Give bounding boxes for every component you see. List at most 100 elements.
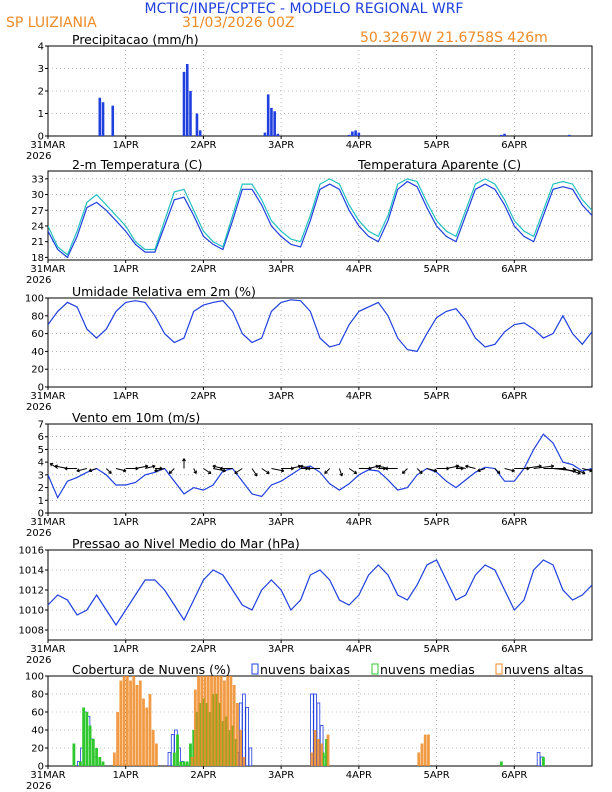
wind-vector bbox=[368, 465, 379, 469]
y-tick-label: 80 bbox=[31, 690, 44, 701]
x-tick-label: 31MAR bbox=[30, 517, 65, 528]
wind-vector bbox=[76, 468, 87, 472]
cloud-bar-nuvens-altas bbox=[236, 703, 239, 766]
cloud-bar-nuvens-baixas bbox=[536, 752, 541, 766]
wind-vector-head bbox=[168, 470, 173, 474]
precip-bar bbox=[263, 132, 267, 136]
y-tick-label: 60 bbox=[31, 329, 44, 340]
y-tick-label: 4 bbox=[38, 42, 44, 53]
wind-vector bbox=[426, 468, 437, 472]
y-tick-label: 0 bbox=[38, 132, 44, 143]
cloud-bar-nuvens-medias bbox=[192, 730, 196, 766]
cloud-bar-nuvens-medias bbox=[231, 725, 234, 766]
cloud-bar-nuvens-baixas bbox=[310, 693, 314, 766]
x-year-label: 2026 bbox=[26, 528, 51, 539]
y-tick-label: 30 bbox=[31, 190, 44, 201]
cloud-bar-nuvens-medias bbox=[176, 734, 179, 766]
series-temperature bbox=[48, 180, 592, 259]
cloud-bar-nuvens-medias bbox=[218, 703, 222, 766]
x-tick-label: 6APR bbox=[501, 644, 527, 655]
cloud-bar-nuvens-altas bbox=[125, 676, 129, 766]
y-tick-label: 24 bbox=[31, 221, 44, 232]
wind-vector-head bbox=[433, 468, 438, 473]
precip-bar bbox=[273, 111, 276, 136]
cloud-bar-nuvens-altas bbox=[190, 757, 194, 766]
y-tick-label: 2 bbox=[38, 483, 44, 494]
x-tick-label: 4APR bbox=[346, 140, 372, 151]
y-tick-label: 27 bbox=[31, 206, 44, 217]
wind-vector-head bbox=[401, 470, 406, 474]
wind-vector bbox=[416, 468, 423, 474]
wind-vector-head bbox=[477, 468, 481, 473]
cloud-bar-nuvens-medias bbox=[91, 739, 95, 766]
wind-vector-head bbox=[122, 468, 127, 473]
wind-vector-head bbox=[108, 470, 112, 474]
precip-bar bbox=[351, 131, 354, 136]
wind-vector-head bbox=[511, 468, 515, 473]
precip-bar bbox=[111, 105, 115, 136]
x-tick-label: 6APR bbox=[501, 140, 527, 151]
cloud-bar-nuvens-altas bbox=[223, 680, 226, 766]
precip-bar bbox=[503, 133, 506, 136]
wind-vector-head bbox=[577, 470, 581, 475]
x-tick-label: 3APR bbox=[268, 264, 294, 275]
x-year-label: 2026 bbox=[26, 275, 51, 286]
wind-vector-head bbox=[589, 468, 592, 473]
y-tick-label: 40 bbox=[31, 347, 44, 358]
wind-vector bbox=[135, 465, 149, 469]
legend-swatch bbox=[371, 663, 379, 675]
wind-vector-head bbox=[266, 470, 270, 474]
cloud-bar-nuvens-medias bbox=[185, 761, 189, 766]
cloud-bar-nuvens-altas bbox=[151, 730, 155, 766]
wind-vector bbox=[105, 468, 112, 474]
wind-vector bbox=[88, 468, 97, 472]
cloud-bar-nuvens-altas bbox=[239, 730, 243, 766]
cloud-bar-nuvens-altas bbox=[142, 698, 145, 766]
legend-swatch bbox=[495, 663, 503, 675]
cloud-bar-nuvens-altas bbox=[203, 676, 207, 766]
wind-vector bbox=[290, 465, 301, 469]
precip-bar bbox=[357, 132, 361, 136]
legend-label: nuvens altas bbox=[504, 662, 584, 677]
cloud-bar-nuvens-altas bbox=[316, 739, 320, 766]
cloud-bar-nuvens-altas bbox=[213, 676, 217, 766]
wind-vector-head bbox=[582, 470, 586, 475]
wind-vector-head bbox=[377, 464, 382, 469]
y-tick-label: 5 bbox=[38, 445, 44, 456]
cloud-bar-nuvens-medias bbox=[85, 712, 89, 766]
wind-vector-head bbox=[307, 466, 311, 471]
wind-vector-head bbox=[465, 464, 469, 469]
x-tick-label: 3APR bbox=[268, 644, 294, 655]
y-tick-label: 60 bbox=[31, 708, 44, 719]
y-tick-label: 0 bbox=[38, 762, 44, 773]
wind-vector-head bbox=[219, 466, 223, 471]
y-tick-label: 7 bbox=[38, 420, 44, 431]
plot-area bbox=[48, 299, 592, 353]
cloud-bar-nuvens-altas bbox=[200, 676, 204, 766]
cloud-bar-nuvens-altas bbox=[427, 734, 430, 766]
panel-4: 0 1 2 34 5 67 31MAR 1APR 2APR 3APR 4APR 5APR 6APR 202… bbox=[26, 410, 593, 539]
x-tick-label: 4APR bbox=[346, 644, 372, 655]
cloud-bar-nuvens-baixas bbox=[242, 693, 246, 766]
cloud-bar-nuvens-medias bbox=[325, 739, 328, 766]
y-tick-label: 1 bbox=[38, 109, 44, 120]
precip-bar bbox=[270, 107, 273, 136]
y-tick-label: 1 bbox=[38, 496, 44, 507]
wind-vector bbox=[168, 468, 175, 474]
cloud-bar-nuvens-medias bbox=[88, 725, 92, 766]
x-tick-label: 31MAR bbox=[30, 264, 65, 275]
cloud-bar-nuvens-altas bbox=[193, 689, 197, 766]
precip-bar bbox=[101, 102, 105, 136]
x-tick-label: 4APR bbox=[346, 391, 372, 402]
wind-vector-head bbox=[193, 470, 197, 474]
y-tick-label: 33 bbox=[31, 174, 44, 185]
header-run: 31/03/2026 00Z bbox=[182, 15, 295, 31]
wind-vector bbox=[115, 468, 127, 472]
y-tick-label: 3 bbox=[38, 64, 44, 75]
wind-vector bbox=[523, 465, 542, 469]
series-sea-level-pressure bbox=[48, 559, 592, 627]
cloud-bar-nuvens-altas bbox=[313, 730, 317, 766]
x-tick-label: 6APR bbox=[501, 517, 527, 528]
wind-vector bbox=[494, 468, 501, 474]
panel-title: Precipitacao (mm/h) bbox=[72, 32, 199, 47]
